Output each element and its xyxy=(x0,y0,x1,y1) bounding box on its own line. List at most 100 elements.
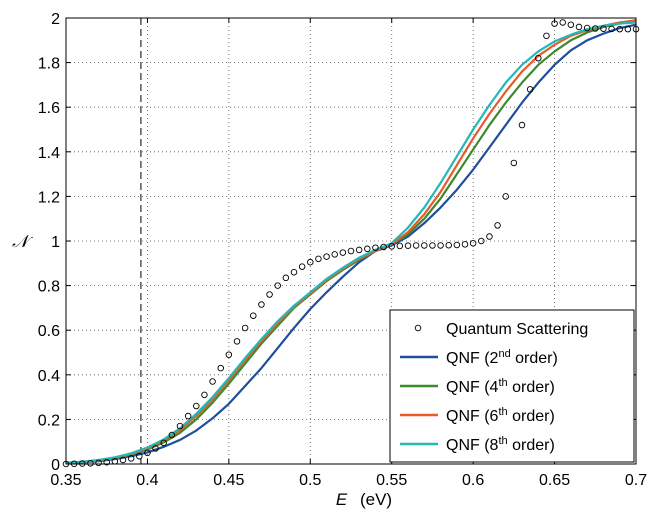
scatter-point xyxy=(152,445,159,452)
scatter-point xyxy=(225,351,233,358)
scatter-point xyxy=(469,239,477,247)
scatter-point xyxy=(176,422,184,430)
y-tick-label: 1.6 xyxy=(38,100,60,117)
series-layer xyxy=(62,19,640,468)
legend-label-suffix: order) xyxy=(508,437,555,454)
scatter-point xyxy=(144,449,151,457)
scatter-point xyxy=(103,458,110,466)
legend-label-suffix: order) xyxy=(508,408,555,425)
scatter-point xyxy=(412,242,420,249)
y-tick-label: 1.8 xyxy=(38,56,60,73)
scatter-point xyxy=(127,455,135,462)
scatter-point xyxy=(258,301,265,308)
scatter-point xyxy=(461,241,469,248)
line-series-4 xyxy=(65,21,637,464)
scatter-point xyxy=(290,268,298,276)
legend-label-suffix: order) xyxy=(511,350,558,367)
scatter-point xyxy=(241,324,249,332)
scatter-point xyxy=(429,242,436,249)
legend-label-superscript: th xyxy=(498,435,507,447)
scatter-point xyxy=(193,402,200,410)
y-tick-label: 0.2 xyxy=(38,412,60,429)
x-tick-label: 0.5 xyxy=(299,472,321,489)
scatter-point xyxy=(518,121,526,129)
scatter-point xyxy=(250,312,257,319)
legend-label-text: QNF (4 xyxy=(446,379,499,396)
scatter-point xyxy=(559,19,566,26)
scatter-point xyxy=(233,338,241,345)
y-tick-label: 2 xyxy=(51,11,60,28)
x-tick-label: 0.45 xyxy=(213,472,244,489)
scatter-point xyxy=(315,255,322,263)
scatter-point xyxy=(437,242,444,249)
x-axis-label-unit: (eV) xyxy=(360,490,392,509)
legend-label-superscript: nd xyxy=(498,348,510,360)
scatter-point xyxy=(404,242,412,249)
tick-labels: 0.35 0.4 0.45 0.5 0.55 0.6 0.65 0.7 0 0.2 0.4 0.6 0.… xyxy=(38,11,647,489)
y-axis-label: 𝒩 xyxy=(12,232,34,251)
y-tick-label: 1.4 xyxy=(38,145,60,162)
scatter-point xyxy=(95,459,102,467)
y-tick-label: 0.8 xyxy=(38,279,60,296)
x-axis-label-symbol: E xyxy=(336,490,348,509)
legend-label-superscript: th xyxy=(498,406,507,418)
scatter-point xyxy=(478,237,485,245)
scatter-point xyxy=(201,391,208,399)
scatter-point xyxy=(445,241,452,249)
scatter-point xyxy=(494,222,501,229)
scatter-point xyxy=(535,54,542,62)
scatter-point xyxy=(298,263,306,270)
scatter-point xyxy=(526,86,534,93)
scatter-point xyxy=(136,452,143,460)
y-tick-label: 1 xyxy=(51,234,60,251)
scatter-point xyxy=(282,274,290,282)
scatter-point xyxy=(184,412,192,420)
legend-label-text: QNF (8 xyxy=(446,437,499,454)
y-tick-label: 0.6 xyxy=(38,323,60,340)
x-axis-label: E (eV) xyxy=(336,490,392,509)
scatter-point xyxy=(87,460,94,467)
legend-label-suffix: order) xyxy=(508,379,555,396)
scatter-point xyxy=(209,378,216,385)
x-tick-label: 0.4 xyxy=(136,472,158,489)
scatter-point xyxy=(364,245,371,253)
scatter-point xyxy=(592,25,599,32)
scatter-point xyxy=(339,249,347,256)
scatter-point xyxy=(355,246,363,254)
grid xyxy=(66,18,636,464)
scatter-point xyxy=(217,364,224,372)
legend-label: QNF (6th order) xyxy=(446,406,555,425)
scatter-point xyxy=(372,244,379,251)
legend-label: QNF (4th order) xyxy=(446,377,555,396)
scatter-point xyxy=(380,243,387,251)
scatter-point xyxy=(624,25,632,33)
scatter-point xyxy=(331,251,338,258)
scatter-point xyxy=(307,258,314,266)
y-tick-label: 0.4 xyxy=(38,368,60,385)
scatter-point xyxy=(502,193,509,200)
legend-label: QNF (8th order) xyxy=(446,435,555,454)
scatter-point xyxy=(608,25,615,33)
scatter-point xyxy=(575,23,583,31)
scatter-point xyxy=(616,25,623,33)
line-series-1 xyxy=(65,23,637,464)
legend-marker-circle xyxy=(414,324,422,332)
scatter-point xyxy=(323,253,330,260)
y-tick-label: 1.2 xyxy=(38,189,60,206)
y-tick-label: 0 xyxy=(51,457,60,474)
legend-label-superscript: th xyxy=(498,377,507,389)
scatter-point xyxy=(168,431,176,439)
scatter-point xyxy=(421,242,428,249)
scatter-point xyxy=(567,21,575,28)
x-tick-label: 0.55 xyxy=(376,472,407,489)
scatter-point xyxy=(453,241,461,249)
x-tick-label: 0.7 xyxy=(625,472,647,489)
scatter-point xyxy=(600,25,607,32)
legend-label-text: QNF (2 xyxy=(446,350,499,367)
scatter-point xyxy=(543,32,550,40)
legend-label: Quantum Scattering xyxy=(446,321,588,338)
x-tick-label: 0.6 xyxy=(462,472,484,489)
x-tick-label: 0.65 xyxy=(539,472,570,489)
